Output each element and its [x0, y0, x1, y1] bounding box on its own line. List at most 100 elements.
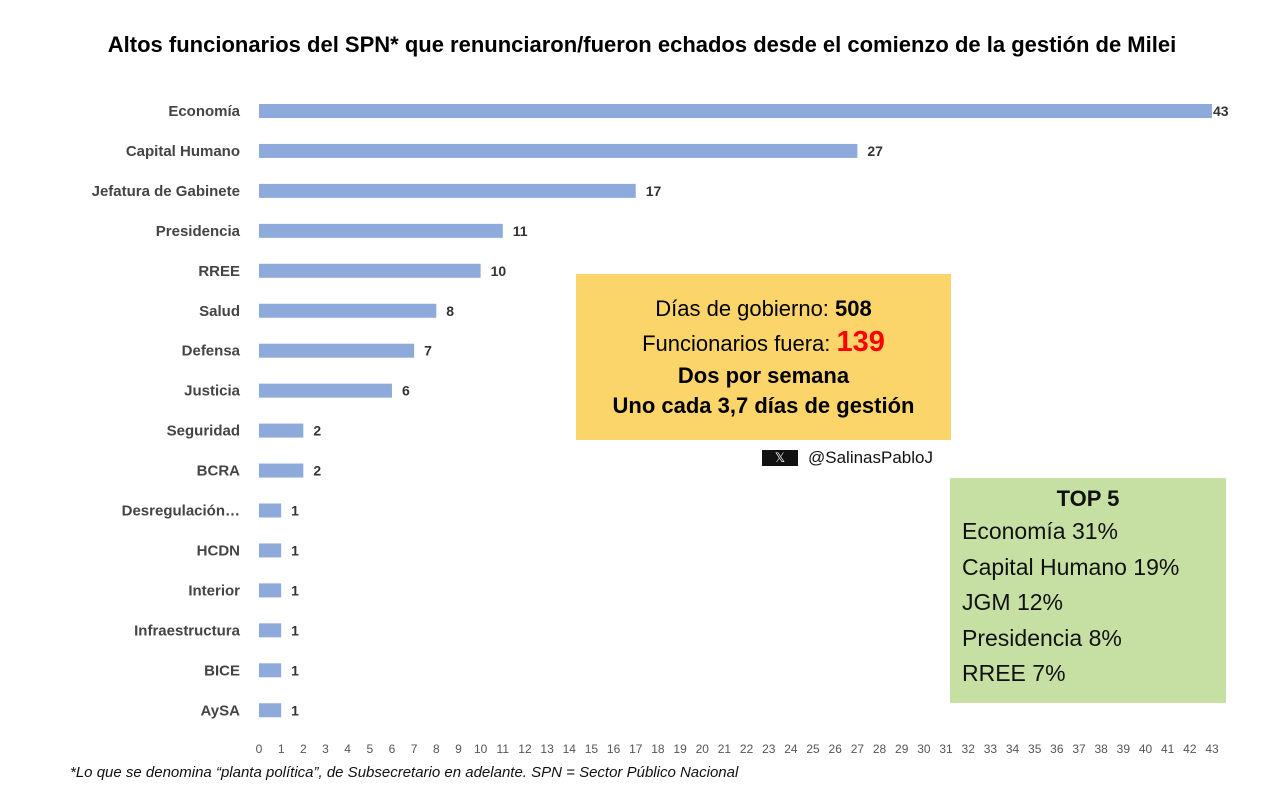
- bar: [259, 223, 503, 238]
- bar: [259, 663, 282, 678]
- bar: [259, 263, 481, 278]
- x-tick-label: 6: [389, 742, 396, 756]
- data-label: 8: [446, 303, 454, 319]
- bar: [259, 143, 858, 158]
- x-tick-label: 29: [895, 742, 909, 756]
- data-label: 17: [646, 183, 662, 199]
- x-tick-label: 4: [344, 742, 351, 756]
- category-label: Economía: [168, 103, 240, 120]
- data-label: 2: [313, 423, 321, 439]
- x-tick-label: 18: [651, 742, 665, 756]
- top5-item: Capital Humano 19%: [962, 553, 1180, 580]
- data-label: 1: [291, 503, 299, 519]
- bar: [259, 423, 304, 438]
- rate-text: Uno cada 3,7 días de gestión: [612, 392, 915, 418]
- x-tick-label: 34: [1006, 742, 1020, 756]
- chart-title: Altos funcionarios del SPN* que renuncia…: [107, 32, 1177, 57]
- x-tick-label: 0: [256, 742, 263, 756]
- x-tick-label: 12: [518, 742, 532, 756]
- data-label: 2: [313, 463, 321, 479]
- x-tick-label: 10: [474, 742, 488, 756]
- x-tick-label: 36: [1050, 742, 1064, 756]
- category-label: Defensa: [182, 343, 241, 360]
- x-tick-label: 22: [740, 742, 754, 756]
- bar: [259, 463, 304, 478]
- x-tick-label: 20: [696, 742, 710, 756]
- data-label: 1: [291, 582, 299, 598]
- bar: [259, 383, 392, 398]
- category-label: Interior: [188, 582, 240, 599]
- top5-item: Economía 31%: [962, 518, 1118, 544]
- data-label: 1: [291, 662, 299, 678]
- x-tick-label: 14: [563, 742, 577, 756]
- x-tick-label: 17: [629, 742, 643, 756]
- data-label: 7: [424, 343, 432, 359]
- per-week-text: Dos por semana: [677, 362, 850, 388]
- data-label: 6: [402, 383, 410, 399]
- x-tick-label: 24: [784, 742, 798, 756]
- category-label: Infraestructura: [134, 622, 241, 639]
- category-label: Justicia: [184, 383, 241, 400]
- x-tick-label: 43: [1205, 742, 1219, 756]
- category-label: BCRA: [197, 463, 240, 480]
- data-label: 27: [867, 143, 883, 159]
- data-label: 11: [513, 223, 528, 239]
- top5-item: Presidencia 8%: [962, 624, 1122, 651]
- x-tick-label: 8: [433, 742, 440, 756]
- category-label: AySA: [201, 702, 241, 719]
- x-tick-label: 16: [607, 742, 621, 756]
- x-tick-label: 1: [278, 742, 285, 756]
- data-label: 1: [291, 702, 299, 718]
- x-tick-label: 28: [873, 742, 887, 756]
- x-tick-label: 2: [300, 742, 307, 756]
- credit-handle: @SalinasPabloJ: [808, 448, 933, 467]
- bar: [259, 503, 282, 518]
- x-tick-label: 5: [366, 742, 373, 756]
- days-value: 508: [835, 295, 872, 321]
- top5-box: TOP 5 Economía 31% Capital Humano 19% JG…: [950, 478, 1226, 703]
- top5-item: RREE 7%: [962, 660, 1066, 686]
- data-label: 1: [291, 622, 299, 638]
- x-tick-label: 37: [1072, 742, 1086, 756]
- officials-line: Funcionarios fuera: 139: [576, 326, 951, 359]
- bar: [259, 183, 636, 198]
- category-label: HCDN: [197, 542, 240, 559]
- officials-label: Funcionarios fuera:: [642, 330, 837, 356]
- x-tick-label: 19: [673, 742, 687, 756]
- x-tick-label: 33: [984, 742, 998, 756]
- x-tick-label: 42: [1183, 742, 1197, 756]
- category-label: Desregulación…: [122, 503, 240, 520]
- category-label: Seguridad: [167, 423, 240, 440]
- bar: [259, 104, 1212, 118]
- top5-title: TOP 5: [1056, 486, 1120, 511]
- bar: [259, 343, 415, 358]
- footnote: *Lo que se denomina “planta política”, d…: [70, 764, 739, 781]
- category-label: Salud: [199, 303, 240, 320]
- x-tick-label: 7: [411, 742, 418, 756]
- x-tick-label: 40: [1139, 742, 1153, 756]
- category-label: BICE: [204, 662, 240, 679]
- summary-box: Días de gobierno: 508 Funcionarios fuera…: [576, 274, 951, 440]
- officials-value: 139: [836, 325, 885, 358]
- category-label: RREE: [198, 263, 240, 280]
- x-tick-label: 23: [762, 742, 776, 756]
- data-label: 43: [1213, 103, 1229, 119]
- x-tick-label: 27: [851, 742, 865, 756]
- days-line: Días de gobierno: 508: [576, 296, 951, 322]
- x-tick-label: 39: [1117, 742, 1131, 756]
- x-tick-label: 35: [1028, 742, 1042, 756]
- category-label: Capital Humano: [126, 143, 240, 160]
- top5-item: JGM 12%: [962, 589, 1063, 615]
- x-tick-label: 32: [962, 742, 976, 756]
- data-label: 1: [291, 542, 299, 558]
- bar: [259, 543, 282, 558]
- category-label: Jefatura de Gabinete: [92, 183, 240, 200]
- x-tick-label: 26: [829, 742, 843, 756]
- credit: 𝕏 @SalinasPabloJ: [762, 448, 933, 468]
- x-tick-label: 13: [540, 742, 554, 756]
- category-label: Presidencia: [156, 223, 241, 240]
- x-tick-label: 11: [497, 742, 510, 756]
- x-tick-label: 30: [917, 742, 931, 756]
- days-label: Días de gobierno:: [655, 295, 836, 321]
- x-tick-label: 3: [322, 742, 329, 756]
